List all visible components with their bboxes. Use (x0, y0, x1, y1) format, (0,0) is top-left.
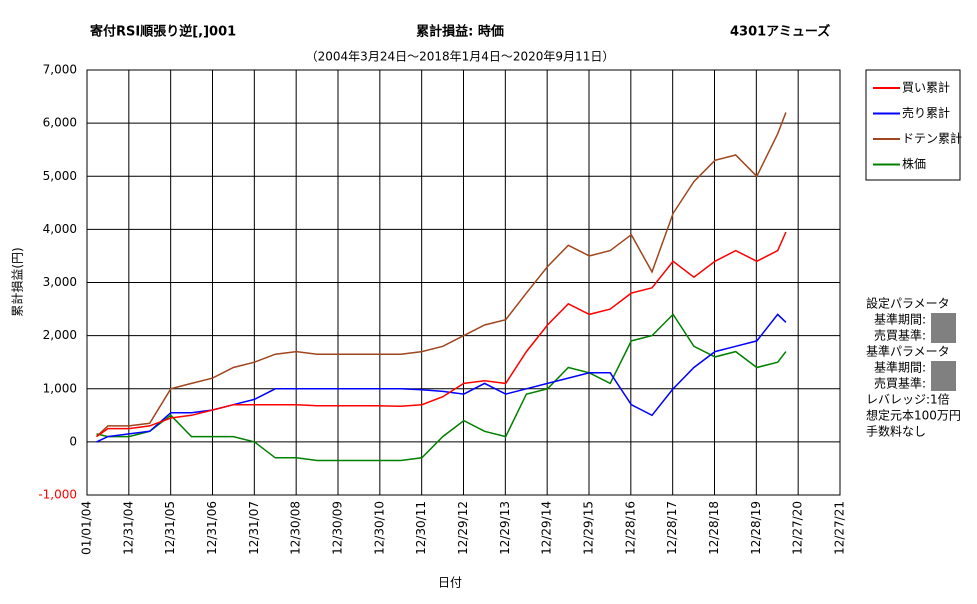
parameter-text: レバレッジ:1倍 (866, 392, 950, 407)
parameter-text: 手数料なし (866, 424, 926, 439)
x-tick-label: 12/29/12 (456, 501, 470, 555)
y-tick-label: 7,000 (43, 63, 77, 77)
y-tick-label: 5,000 (43, 169, 77, 183)
x-tick-label: 12/28/19 (749, 501, 763, 555)
x-axis-label: 日付 (438, 576, 462, 590)
x-tick-label: 12/30/08 (289, 501, 303, 555)
x-tick-label: 12/30/11 (414, 501, 428, 555)
x-tick-label: 12/28/18 (707, 501, 721, 555)
masked-value (931, 361, 956, 391)
stock-name: 4301アミューズ (730, 24, 830, 40)
x-tick-label: 12/29/14 (540, 501, 554, 555)
x-tick-label: 12/27/21 (833, 501, 847, 555)
series-line (96, 231, 787, 438)
parameter-text: 想定元本100万円 (866, 408, 961, 423)
parameter-text: 売買基準: (874, 376, 926, 391)
x-tick-label: 12/31/06 (205, 501, 219, 555)
legend-label: 買い累計 (902, 80, 950, 95)
legend-label: ドテン累計 (902, 131, 962, 146)
chart-title: 寄付RSI順張り逆[,]001 (90, 24, 236, 40)
y-tick-label: 2,000 (43, 328, 77, 342)
parameter-text: 売買基準: (874, 328, 926, 343)
x-tick-label: 12/30/09 (331, 501, 345, 555)
parameter-text: 基準期間: (874, 360, 926, 375)
parameter-text: 基準パラメータ (866, 344, 950, 359)
parameter-text: 設定パラメータ (866, 296, 950, 311)
x-tick-label: 12/29/15 (582, 501, 596, 555)
x-tick-label: 01/01/04 (80, 501, 94, 555)
masked-value (931, 313, 956, 343)
series-line (96, 313, 787, 443)
y-tick-label: -1,000 (38, 488, 77, 502)
x-tick-label: 12/28/17 (665, 501, 679, 555)
period: （2004年3月24日～2018年1月4日～2020年9月11日） (306, 50, 615, 64)
x-tick-label: 12/27/20 (791, 501, 805, 555)
y-tick-label: 4,000 (43, 222, 77, 236)
y-axis-label: 累計損益(円) (10, 247, 25, 316)
x-tick-label: 12/31/04 (121, 501, 135, 555)
legend-label: 株価 (902, 156, 926, 171)
y-tick-label: 6,000 (43, 116, 77, 130)
parameter-text: 基準期間: (874, 312, 926, 327)
x-tick-label: 12/29/13 (498, 501, 512, 555)
x-tick-label: 12/31/07 (247, 501, 261, 555)
y-tick-label: 1,000 (43, 381, 77, 395)
chart-subtitle: 累計損益: 時価 (416, 24, 504, 40)
x-tick-label: 12/31/05 (163, 501, 177, 555)
series-line (95, 112, 787, 438)
x-tick-label: 12/30/10 (372, 501, 386, 555)
y-tick-label: 3,000 (43, 275, 77, 289)
x-tick-label: 12/28/16 (623, 501, 637, 555)
y-tick-label: 0 (69, 434, 77, 448)
legend-label: 売り累計 (902, 105, 950, 120)
series-line (96, 313, 787, 462)
